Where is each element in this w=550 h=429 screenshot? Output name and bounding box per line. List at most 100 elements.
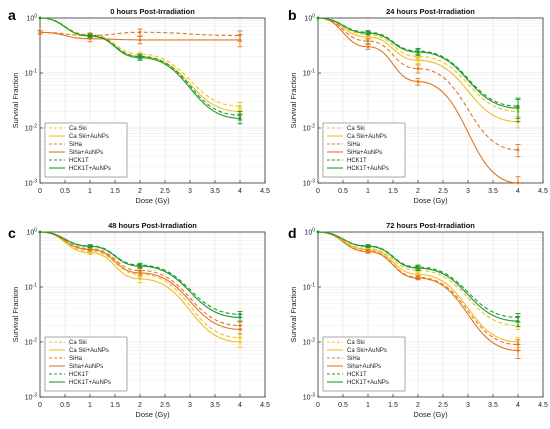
x-tick-label: 1.5 (388, 188, 398, 195)
y-tick-label: 10-1 (303, 69, 315, 78)
chart-title: 72 hours Post-Irradiation (386, 221, 475, 230)
data-point (138, 56, 142, 60)
y-tick-label: 100 (304, 14, 315, 23)
data-point (38, 16, 42, 20)
x-tick-label: 1 (366, 188, 370, 195)
x-tick-label: 4 (238, 402, 242, 409)
data-point (238, 340, 242, 344)
legend-label: HCK1T (347, 158, 367, 164)
series-line-2 (317, 17, 519, 151)
data-point (416, 50, 420, 54)
x-tick-label: 4.5 (260, 402, 270, 409)
legend-label: Ca Ski+AuNPs (347, 348, 387, 354)
y-tick-label: 10-3 (303, 393, 315, 402)
x-tick-label: 2 (416, 402, 420, 409)
series-line-1 (39, 231, 241, 343)
y-axis-label: Survival Fraction (11, 73, 20, 129)
legend-label: Ca Ski (347, 126, 365, 132)
x-tick-label: 1.5 (110, 188, 120, 195)
series-group (37, 16, 243, 125)
series-line-1 (317, 17, 519, 123)
x-tick-label: 1.5 (110, 402, 120, 409)
x-tick-label: 3.5 (488, 188, 498, 195)
legend-label: Siha+AuNPs (69, 364, 103, 370)
x-tick-label: 0.5 (338, 188, 348, 195)
series-line-0 (39, 17, 241, 107)
legend-label: Siha+AuNPs (347, 364, 381, 370)
x-tick-label: 4 (516, 402, 520, 409)
y-tick-label: 10-3 (25, 179, 37, 188)
legend: Ca Ski Ca Ski+AuNPs SiHa Siha+AuNPs HCK1T HCK… (44, 336, 128, 392)
legend-label: Ca Ski+AuNPs (69, 134, 109, 140)
legend-label: SiHa+AuNPs (347, 150, 382, 156)
data-point (138, 271, 142, 275)
data-point (138, 264, 142, 268)
legend-label: HCK1T+AuNPs (347, 166, 389, 172)
legend-label: Ca Ski (69, 126, 87, 132)
series-line-3 (317, 17, 519, 184)
legend-label: HCK1T (69, 158, 89, 164)
x-tick-label: 3.5 (210, 188, 220, 195)
series-line-4 (39, 17, 241, 116)
axes-frame (39, 17, 266, 184)
series-line-5 (317, 17, 519, 109)
legend-label: Ca Ski+AuNPs (347, 134, 387, 140)
chart-title: 0 hours Post-Irradiation (110, 7, 195, 16)
series-line-5 (39, 231, 241, 318)
data-point (516, 181, 520, 185)
y-tick-label: 10-1 (303, 283, 315, 292)
panel-letter: d (288, 225, 297, 241)
axes-frame (317, 231, 544, 398)
chart-panel-b: b 0 0.5 1 1.5 2 2.5 3 3.5 4 4.5 10-3 10-2 10-1 100 24 h… (288, 7, 548, 205)
y-tick-label: 100 (26, 14, 37, 23)
y-axis-label: Survival Fraction (289, 287, 298, 343)
x-tick-label: 4 (238, 188, 242, 195)
x-tick-label: 2.5 (160, 188, 170, 195)
data-point (316, 230, 320, 234)
data-point (238, 116, 242, 120)
x-tick-label: 2 (416, 188, 420, 195)
y-tick-label: 10-3 (303, 179, 315, 188)
data-point (366, 250, 370, 254)
data-point (516, 349, 520, 352)
x-tick-label: 1.5 (388, 402, 398, 409)
x-tick-label: 2.5 (438, 188, 448, 195)
legend-label: HCK1T (69, 372, 89, 378)
x-tick-label: 0.5 (60, 188, 70, 195)
legend-label: HCK1T (347, 372, 367, 378)
data-point (366, 35, 370, 39)
y-tick-label: 10-2 (303, 338, 315, 347)
series-group (38, 230, 243, 348)
data-point (366, 39, 370, 43)
panel-letter: a (8, 7, 16, 23)
x-tick-label: 0 (38, 402, 42, 409)
legend-label: HCK1T+AuNPs (69, 380, 111, 386)
x-tick-label: 2.5 (438, 402, 448, 409)
data-point (366, 45, 370, 49)
series-line-3 (317, 231, 519, 352)
series-line-5 (317, 231, 519, 322)
x-tick-label: 4.5 (538, 188, 548, 195)
legend-label: Ca Ski (69, 340, 87, 346)
data-point (416, 67, 420, 71)
y-tick-label: 100 (304, 228, 315, 237)
x-tick-label: 4.5 (538, 402, 548, 409)
data-point (366, 244, 370, 248)
axes-frame (317, 17, 544, 184)
legend: Ca Ski Ca Ski+AuNPs SiHa Siha+AuNPs HCK1T HCK… (44, 122, 128, 178)
data-point (416, 55, 420, 58)
data-point (38, 230, 42, 234)
data-point (38, 30, 42, 34)
x-axis-label: Dose (Gy) (135, 410, 170, 419)
legend: Ca Ski Ca Ski+AuNPs SiHa SiHa+AuNPs HCK1T HCK… (322, 122, 406, 178)
legend-label: Ca Ski+AuNPs (69, 348, 109, 354)
x-tick-label: 4.5 (260, 188, 270, 195)
x-tick-label: 0 (38, 188, 42, 195)
data-point (366, 31, 370, 35)
x-tick-label: 3.5 (210, 402, 220, 409)
legend-label: SiHa (347, 356, 361, 362)
data-point (516, 148, 520, 152)
x-tick-label: 3 (188, 188, 192, 195)
x-tick-label: 3 (466, 188, 470, 195)
